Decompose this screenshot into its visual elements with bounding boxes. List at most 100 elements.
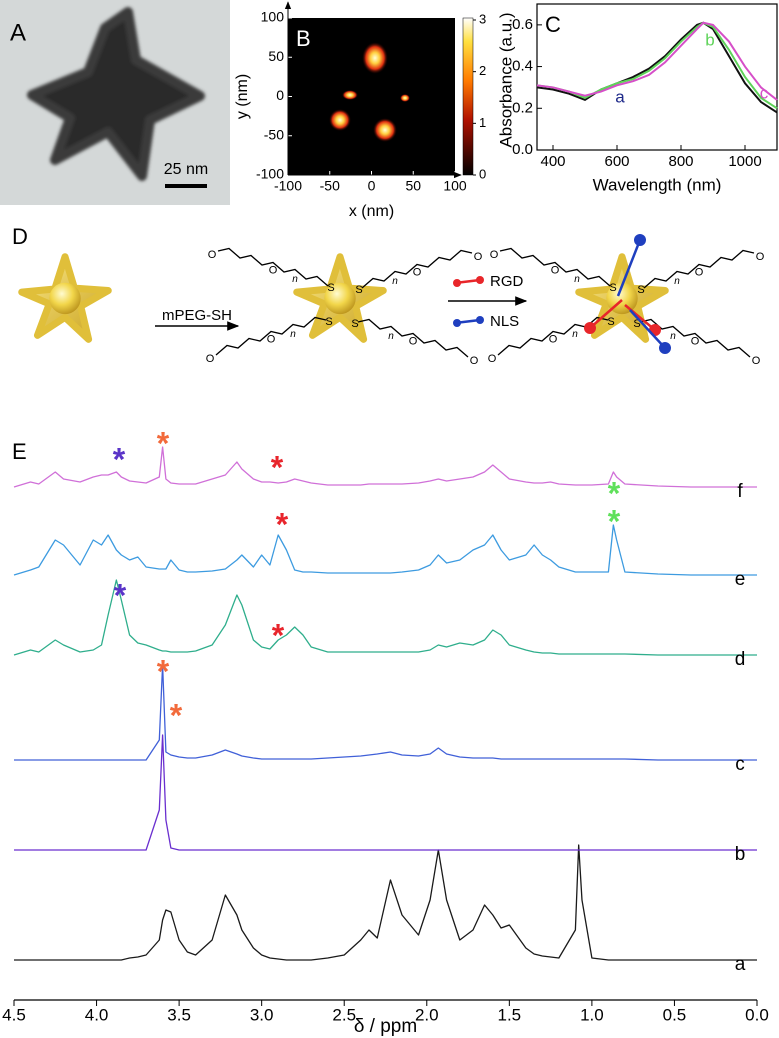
x-tick-label: 600: [604, 153, 629, 170]
y-tick-label: 50: [268, 48, 284, 64]
repeat-label: n: [392, 276, 398, 287]
oxygen-label: O: [413, 266, 422, 278]
sulfur-label: S: [609, 282, 616, 294]
scale-bar-label: 25 nm: [164, 161, 208, 178]
oxygen-label: O: [269, 264, 278, 276]
oxygen-label: O: [488, 353, 497, 365]
y-tick-label: 0.0: [512, 141, 533, 158]
peak-asterisk: *: [170, 697, 183, 733]
absorbance-line: [536, 21, 778, 110]
panel-label: C: [545, 12, 561, 37]
spectrum-label: c: [735, 754, 745, 775]
heatmap-blobs: [329, 42, 410, 142]
gold-star-peg: [297, 257, 383, 340]
oxygen-label: O: [409, 335, 418, 347]
spectrum-label: b: [735, 844, 746, 865]
ligand-key-dot: [476, 316, 484, 324]
peak-asterisk: *: [272, 617, 285, 653]
x-tick-label: 100: [443, 178, 467, 194]
ligand-label: RGD: [490, 273, 524, 290]
y-tick-label: 100: [261, 9, 285, 25]
sulfur-label: S: [355, 284, 362, 296]
ligand-arm: [589, 299, 623, 329]
peak-asterisk: *: [276, 506, 289, 542]
y-tick-label: -100: [256, 166, 284, 182]
peak-asterisk: *: [157, 653, 170, 689]
panel-label: B: [296, 26, 311, 51]
hot-spot: [373, 118, 397, 142]
hot-spot: [400, 94, 410, 102]
x-tick-label: 4.5: [2, 1005, 26, 1024]
peg-chain: [217, 247, 329, 287]
peg-chain: [643, 249, 755, 289]
heatmap-area: [288, 18, 455, 175]
oxygen-label: O: [206, 353, 215, 365]
colorbar-tick-label: 1: [479, 115, 486, 130]
repeat-label: n: [292, 274, 298, 285]
repeat-label: n: [670, 331, 676, 342]
x-tick-label: 4.0: [85, 1005, 109, 1024]
y-tick-label: 0: [276, 87, 284, 103]
ligand-key-dot: [453, 319, 461, 327]
x-tick-label: 3.5: [167, 1005, 191, 1024]
ligand-arm: [624, 304, 656, 331]
x-tick-label: 800: [668, 153, 693, 170]
colorbar: [462, 17, 474, 176]
oxygen-label: O: [267, 333, 276, 345]
x-tick-label: 2.5: [332, 1005, 356, 1024]
peg-chain: [361, 249, 473, 289]
oxygen-label: O: [551, 264, 560, 276]
y-tick-label: 0.4: [512, 58, 533, 75]
oxygen-label: O: [695, 266, 704, 278]
x-tick-label: 0.5: [663, 1005, 687, 1024]
spectrum-label: d: [735, 649, 746, 670]
spectrum-label: e: [735, 569, 746, 590]
y-tick-label: -50: [264, 126, 284, 142]
hot-spot: [342, 90, 358, 100]
series-label: c: [760, 83, 769, 102]
sulfur-label: S: [327, 282, 334, 294]
ligand-key-dot: [476, 276, 484, 284]
peg-chain: [357, 318, 469, 358]
oxygen-label: O: [549, 333, 558, 345]
nmr-spectrum: [13, 524, 757, 576]
x-tick-label: -100: [274, 178, 302, 194]
sulfur-label: S: [633, 318, 640, 330]
x-tick-label: -50: [320, 178, 340, 194]
spectrum-label: a: [735, 954, 746, 975]
peg-chain: [499, 247, 611, 287]
hot-spot: [362, 42, 388, 74]
repeat-label: n: [572, 329, 578, 340]
ligand-arm: [629, 309, 666, 349]
colorbar-tick-label: 2: [479, 63, 486, 78]
x-axis-label: δ / ppm: [354, 1016, 417, 1037]
absorbance-line: [536, 21, 778, 101]
nmr-spectrum: [14, 664, 757, 761]
nanostar-image: [27, 7, 205, 181]
y-axis-label: Absorbance (a.u.): [496, 12, 515, 147]
oxygen-label: O: [490, 249, 499, 261]
sulfur-label: S: [351, 318, 358, 330]
x-tick-label: 1.5: [498, 1005, 522, 1024]
nmr-spectrum: [14, 734, 757, 851]
peak-asterisk: *: [608, 503, 621, 539]
y-tick-label: 0.6: [512, 16, 533, 33]
repeat-label: n: [290, 329, 296, 340]
series-label: b: [705, 30, 714, 49]
ligand-head: [634, 234, 646, 246]
peg-chain: [215, 316, 327, 356]
oxygen-label: O: [470, 355, 479, 367]
spectrum-label: f: [737, 481, 743, 502]
scheme-layer: S On O S On O S O n O S On O S On O S On O S O n O S On O: [206, 234, 765, 367]
panel-label: D: [12, 224, 28, 249]
x-tick-label: 0.0: [745, 1005, 769, 1024]
ligand-key-dot: [453, 279, 461, 287]
hot-spot: [329, 109, 351, 131]
x-tick-label: 0: [368, 178, 376, 194]
x-tick-label: 50: [405, 178, 421, 194]
x-tick-label: 3.0: [250, 1005, 274, 1024]
sulfur-label: S: [637, 284, 644, 296]
peak-asterisk: *: [608, 475, 621, 511]
oxygen-label: O: [691, 335, 700, 347]
